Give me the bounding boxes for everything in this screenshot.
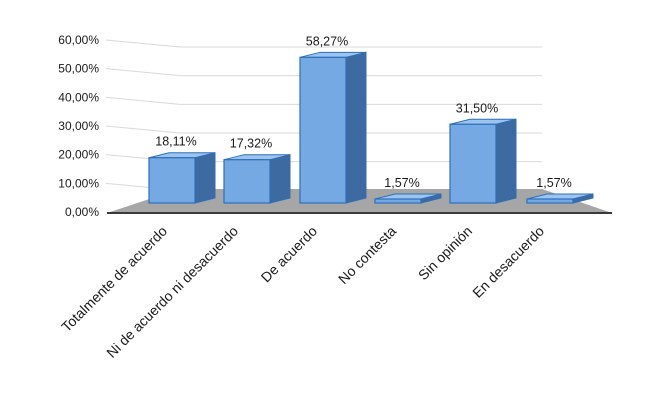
y-tick-label: 30,00% [58,119,99,133]
gridline-diagonal [105,39,181,48]
data-label-4: 31,50% [456,101,498,115]
gridline-diagonal [105,96,181,105]
bar-3 [374,198,422,204]
bar-side [269,154,291,204]
x-tick-label-1: Ni de acuerdo ni desacuerdo [103,223,241,361]
data-label-1: 17,32% [230,137,272,151]
bars [148,51,594,204]
x-tick-label-5: En desacuerdo [469,223,547,301]
y-tick-label: 40,00% [58,90,99,104]
gridline-diagonal [105,125,181,134]
bar-5 [526,198,574,204]
data-label-3: 1,57% [384,176,419,190]
gridline-diagonal [105,68,181,77]
x-tick-label-4: Sin opinión [415,223,475,283]
bar-1 [223,159,271,204]
y-axis-ticks: 0,00% 10,00% 20,00% 30,00% 40,00% 50,00% 60,00… [58,33,99,219]
x-tick-label-2: De acuerdo [258,223,321,286]
x-tick-label-3: No contesta [335,223,399,287]
bar-side [194,152,216,204]
data-label-2: 58,27% [306,34,348,48]
y-tick-label: 50,00% [58,62,99,76]
bar-4 [449,123,497,204]
y-tick-label: 60,00% [58,33,99,47]
bar-side [495,118,517,204]
y-tick-label: 0,00% [65,205,99,219]
data-label-5: 1,57% [536,176,571,190]
data-label-0: 18,11% [155,135,196,149]
y-tick-label: 10,00% [58,176,99,190]
bar-2 [299,56,347,204]
bar-0 [148,157,196,204]
y-tick-label: 20,00% [58,148,99,162]
bar-side [345,51,367,204]
data-labels: 18,11% 17,32% 58,27% 1,57% 31,50% 1,57% [155,34,571,190]
